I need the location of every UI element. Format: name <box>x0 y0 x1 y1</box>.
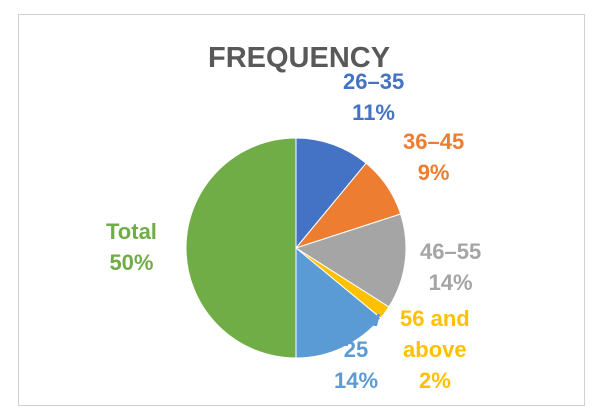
slice-label-46-55: 46–55 14% <box>420 236 481 298</box>
pie-slice-4 <box>295 246 382 359</box>
slice-label-46-55-name: 46–55 <box>420 239 482 264</box>
slice-label-36-45-name: 36–45 <box>403 129 465 154</box>
slice-label-36-45: 36–45 9% <box>403 126 464 188</box>
slice-label-total-name: Total <box>106 219 157 244</box>
slice-label-total: Total 50% <box>106 216 157 278</box>
slice-label-below-25-line1: w <box>362 306 380 331</box>
slice-label-56-and-above: 56 and above 2% <box>400 303 470 396</box>
slice-label-below-25-pct: 14% <box>333 368 379 393</box>
slice-label-56-line1: 56 and <box>400 306 470 331</box>
slice-label-below-25-line2: 25 <box>343 337 369 362</box>
slice-label-26-35-name: 26–35 <box>343 69 405 94</box>
chart-title: FREQUENCY <box>208 42 391 74</box>
pie-slice-5 <box>185 137 297 359</box>
slice-label-total-pct: 50% <box>109 250 154 275</box>
slice-label-26-35-pct: 11% <box>352 100 395 125</box>
slice-label-46-55-pct: 14% <box>428 270 473 295</box>
pie-slice-0 <box>295 137 367 250</box>
slice-label-56-line2: above <box>403 337 467 362</box>
slice-label-below-25: w 25 14% <box>328 303 384 396</box>
slice-label-26-35: 26–35 11% <box>343 66 404 128</box>
slice-label-56-pct: 2% <box>418 368 451 393</box>
slice-label-36-45-pct: 9% <box>417 160 450 185</box>
pie-slice-2 <box>294 213 407 308</box>
